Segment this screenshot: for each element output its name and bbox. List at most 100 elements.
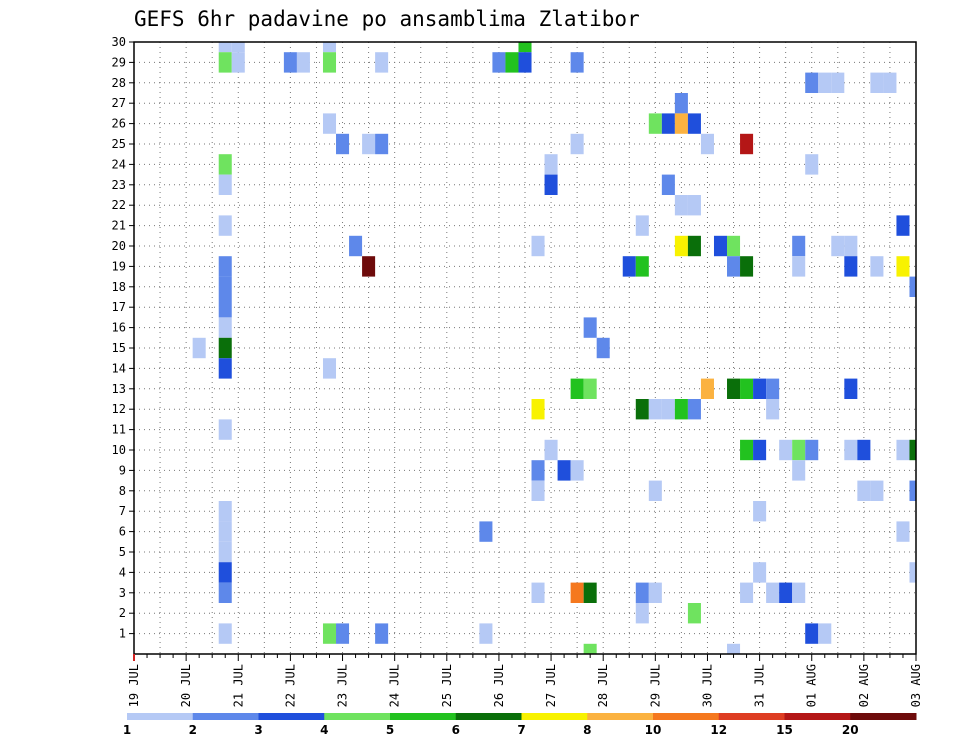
heatmap-cell <box>218 154 232 175</box>
y-tick-label: 25 <box>112 137 126 151</box>
heatmap-cell <box>727 643 741 654</box>
y-tick-label: 7 <box>119 504 126 518</box>
colorbar-swatch <box>127 713 194 720</box>
heatmap-cell <box>218 337 232 359</box>
x-tick-label: 27 JUL <box>544 664 558 707</box>
heatmap-cell <box>583 378 597 399</box>
y-tick-label: 22 <box>112 198 126 212</box>
colorbar-label: 12 <box>710 723 727 737</box>
heatmap-cell <box>218 215 232 236</box>
heatmap-cell <box>727 235 741 257</box>
heatmap-cell <box>687 603 701 624</box>
y-tick-label: 10 <box>112 443 126 457</box>
y-tick-label: 26 <box>112 117 126 131</box>
heatmap-cell <box>531 235 545 257</box>
colorbar-label: 3 <box>254 723 262 737</box>
heatmap-cell <box>635 399 649 420</box>
heatmap-cell <box>805 623 819 644</box>
heatmap-cell <box>570 52 584 73</box>
colorbar-label: 8 <box>583 723 591 737</box>
colorbar-swatch <box>258 713 325 720</box>
x-axis: 19 JUL 20 JUL 21 JUL 22 JUL 23 JUL 24 JUL 25 J… <box>127 654 923 707</box>
heatmap-cell <box>648 480 662 501</box>
heatmap-cell <box>740 133 754 155</box>
heatmap-cell <box>740 378 754 399</box>
heatmap-cell <box>218 256 232 277</box>
heatmap-cell <box>805 439 819 461</box>
x-tick-label: 01 AUG <box>805 664 819 707</box>
heatmap-cell <box>218 582 232 603</box>
heatmap-cell <box>544 174 558 195</box>
heatmap-cell <box>531 480 545 501</box>
colorbar-swatch <box>455 713 522 720</box>
heatmap-cell <box>792 256 806 277</box>
heatmap-cell <box>648 113 662 134</box>
y-tick-label: 6 <box>119 525 126 539</box>
heatmap-cell <box>792 582 806 603</box>
heatmap-cell <box>336 623 350 644</box>
heatmap-cell <box>674 195 688 216</box>
colorbar-label: 7 <box>517 723 525 737</box>
heatmap-cell <box>844 439 858 461</box>
heatmap-cell <box>687 399 701 420</box>
heatmap-cell <box>857 480 871 501</box>
x-tick-label: 31 JUL <box>753 664 767 707</box>
heatmap-cell <box>218 52 232 73</box>
y-tick-label: 24 <box>112 157 126 171</box>
heatmap-cell <box>870 72 884 93</box>
heatmap-cell <box>544 154 558 175</box>
heatmap-cell <box>909 562 916 583</box>
colorbar-swatch <box>653 713 720 720</box>
colorbar-swatch <box>587 713 654 720</box>
heatmap-cell <box>909 439 916 461</box>
colorbar-swatch <box>850 713 917 720</box>
colorbar-label: 6 <box>452 723 460 737</box>
heatmap-cell <box>322 623 337 644</box>
heatmap-cell <box>218 276 232 297</box>
heatmap-cell <box>857 439 871 461</box>
y-tick-label: 28 <box>112 76 126 90</box>
heatmap-cell <box>218 317 232 338</box>
y-tick-label: 29 <box>112 55 126 69</box>
heatmap-cell <box>570 378 584 399</box>
y-tick-label: 20 <box>112 239 126 253</box>
heatmap-cell <box>218 623 232 644</box>
y-tick-label: 17 <box>112 300 126 314</box>
colorbar-label: 1 <box>123 723 131 737</box>
heatmap-cell <box>896 256 910 277</box>
heatmap-cell <box>674 235 688 257</box>
x-tick-label: 22 JUL <box>283 664 297 707</box>
y-tick-label: 8 <box>119 484 126 498</box>
heatmap-cell <box>727 378 741 399</box>
y-tick-label: 1 <box>119 627 126 641</box>
heatmap-cell <box>648 399 662 420</box>
heatmap-cell <box>661 399 675 420</box>
heatmap-cell <box>896 439 910 461</box>
heatmap-cell <box>766 399 780 420</box>
heatmap-cell <box>362 133 376 155</box>
cells <box>192 42 916 654</box>
heatmap-cell <box>531 460 545 481</box>
x-tick-label: 26 JUL <box>492 664 506 707</box>
y-tick-label: 16 <box>112 321 126 335</box>
heatmap-cell <box>687 113 701 134</box>
y-tick-label: 13 <box>112 382 126 396</box>
heatmap-cell <box>635 603 649 624</box>
heatmap-cell <box>700 133 714 155</box>
x-tick-label: 23 JUL <box>336 664 350 707</box>
colorbar-swatch <box>192 713 259 720</box>
heatmap-cell <box>218 358 232 379</box>
x-tick-label: 21 JUL <box>231 664 245 707</box>
heatmap-cell <box>583 643 597 654</box>
heatmap-cell <box>375 623 389 644</box>
heatmap-cell <box>349 235 363 257</box>
heatmap-cell <box>896 521 910 542</box>
heatmap-cell <box>583 582 597 603</box>
y-tick-label: 3 <box>119 586 126 600</box>
heatmap-cell <box>322 42 337 53</box>
grid <box>134 42 916 654</box>
y-tick-label: 14 <box>112 361 126 375</box>
y-axis: 1234567891011121314151617181920212223242… <box>112 35 134 641</box>
x-tick-label: 25 JUL <box>440 664 454 707</box>
